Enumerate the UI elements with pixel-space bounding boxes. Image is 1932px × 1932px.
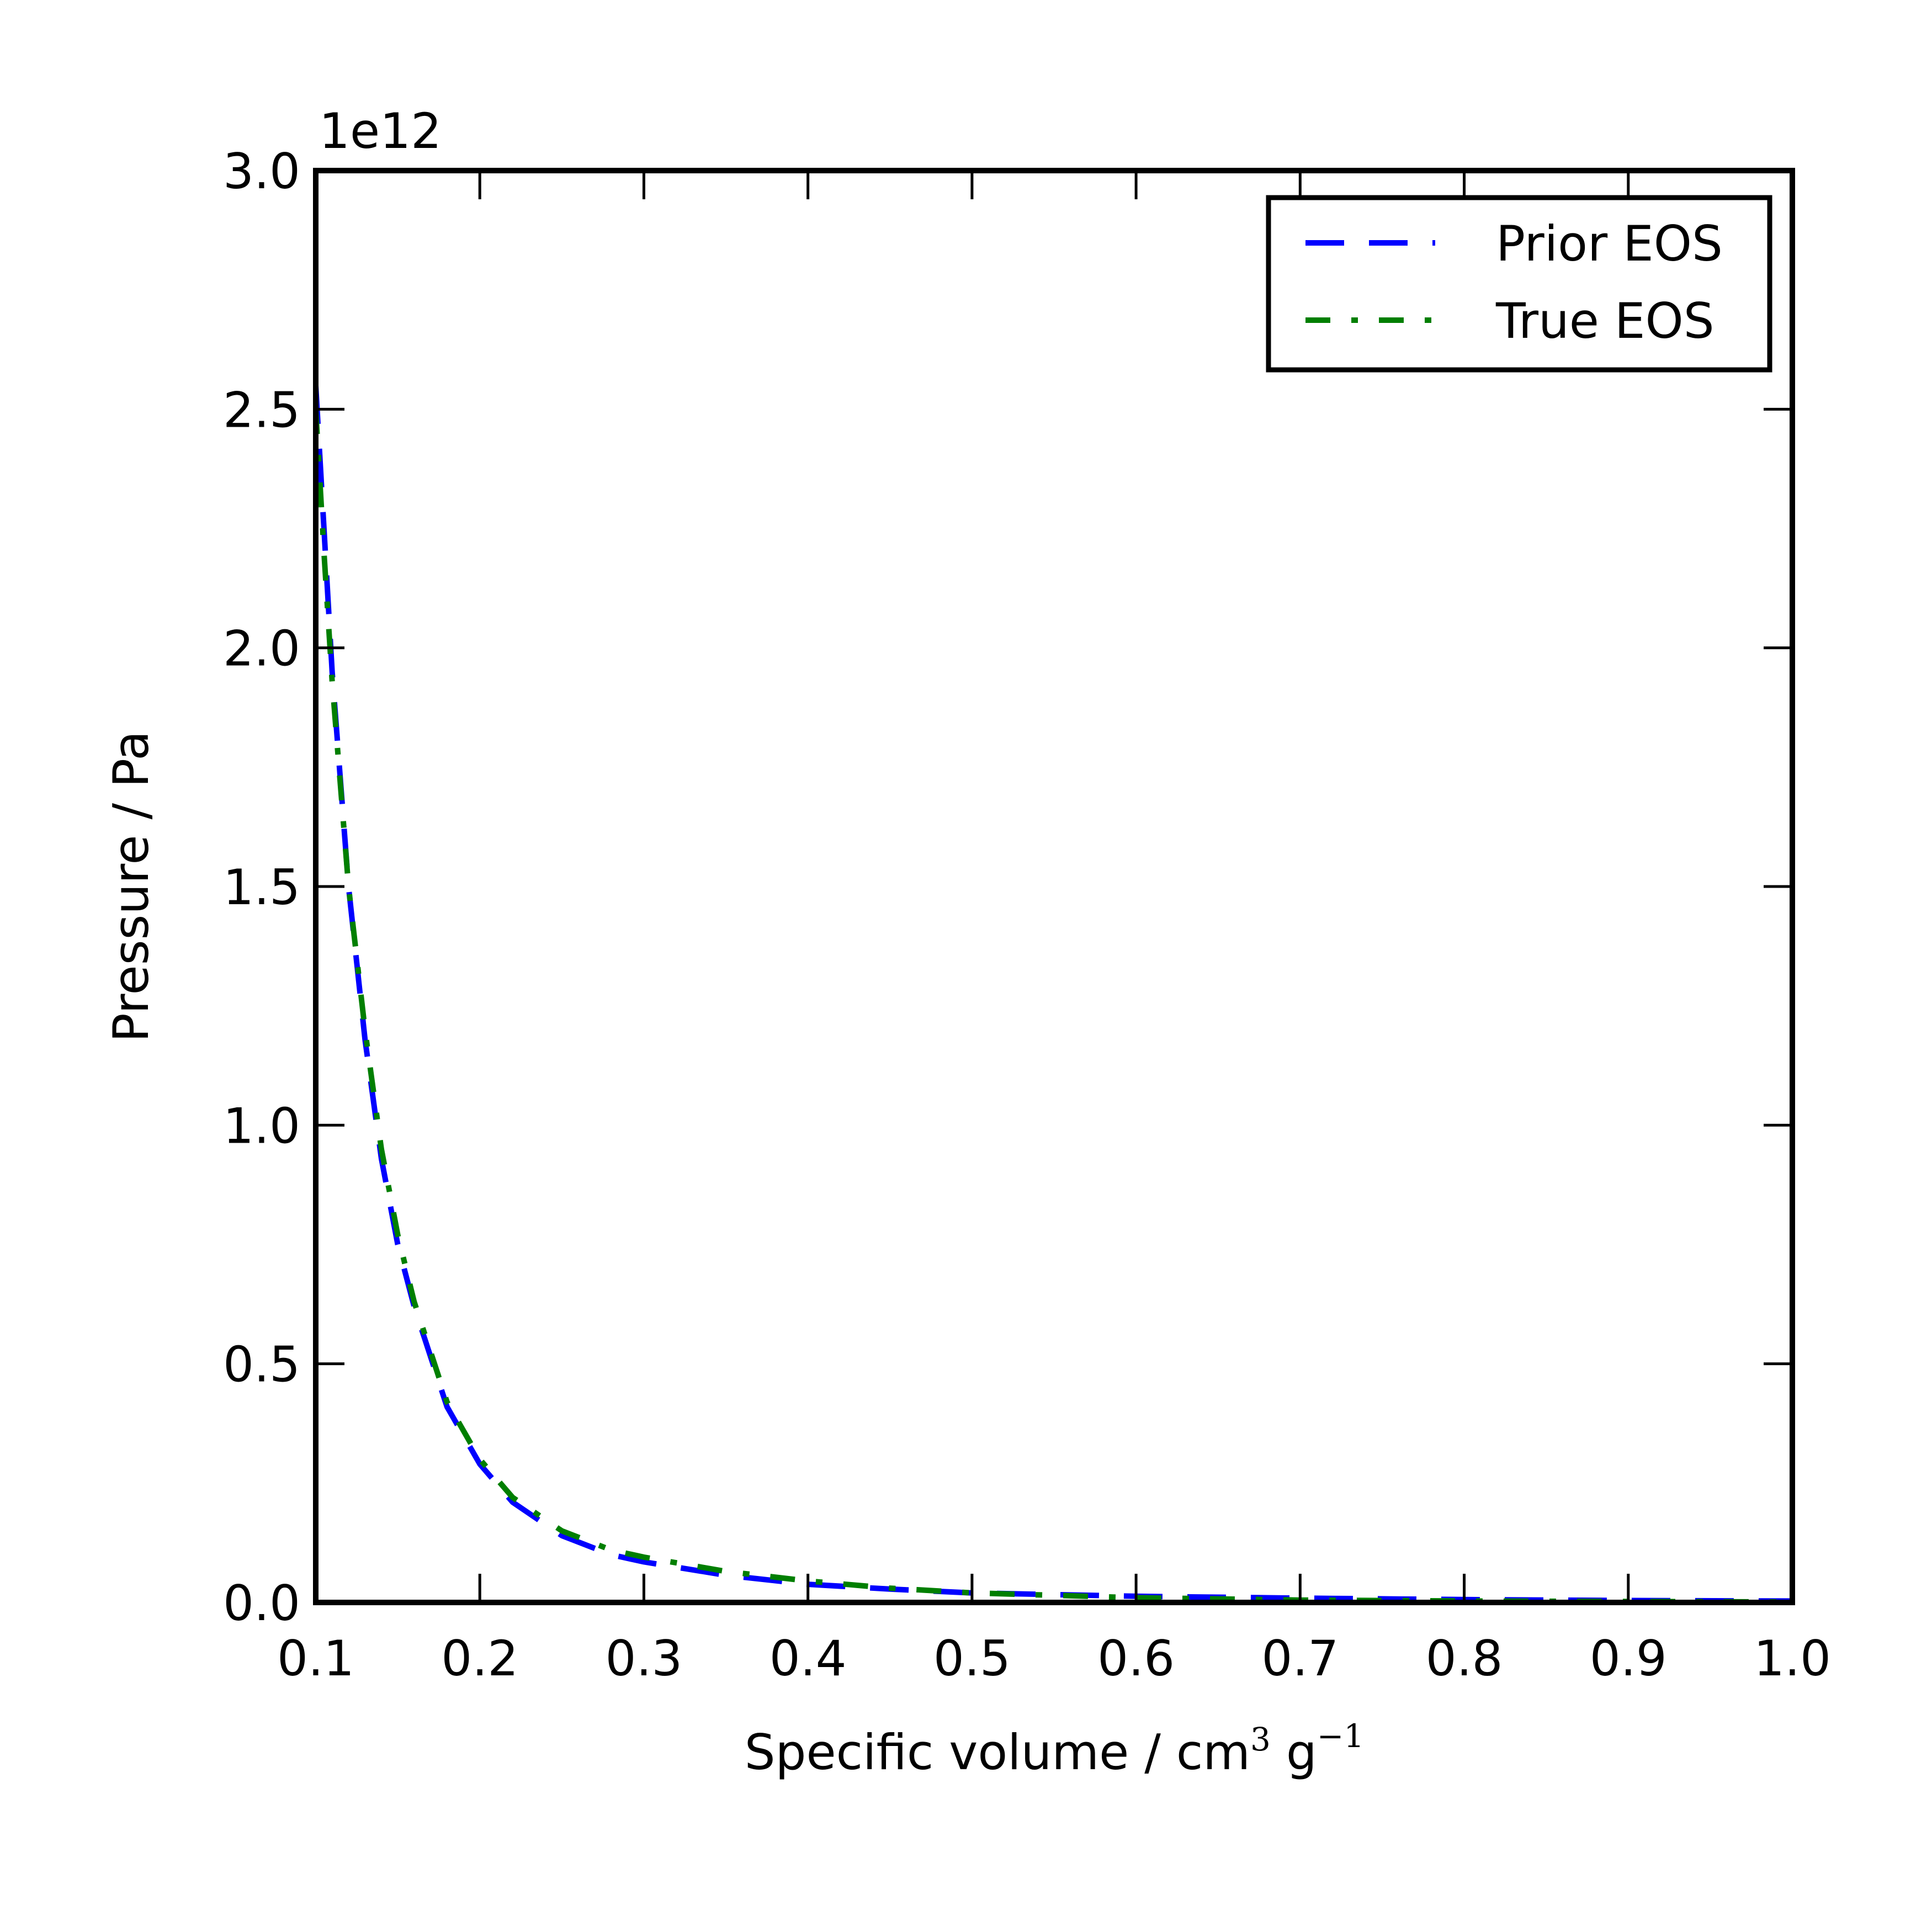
x-tick-label: 0.9 <box>1590 1630 1667 1687</box>
y-tick-label: 0.0 <box>223 1575 300 1632</box>
legend-label-true-eos: True EOS <box>1495 293 1715 349</box>
x-tick-label: 0.1 <box>277 1630 354 1687</box>
series-line-true-eos <box>313 409 1793 1605</box>
x-tick-label: 0.8 <box>1426 1630 1503 1687</box>
x-axis-label-main: Specific volume / cm <box>745 1724 1250 1781</box>
x-tick-label: 0.2 <box>441 1630 518 1687</box>
x-axis-label-mid: g <box>1271 1724 1317 1781</box>
y-axis-label: Pressure / Pa <box>103 731 160 1042</box>
y-tick-label: 0.5 <box>223 1336 300 1393</box>
x-tick-label: 0.5 <box>933 1630 1011 1687</box>
ticks-layer: 0.1 0.2 0.3 0.4 0.5 0.6 0.7 0.8 0.9 1.0 0.0 0.5 1.0 1… <box>223 143 1831 1687</box>
x-axis-label-sup1: 3 <box>1250 1721 1271 1758</box>
x-tick-label: 1.0 <box>1754 1630 1831 1687</box>
series-line-prior-eos <box>313 385 1793 1604</box>
y-tick-label: 2.0 <box>223 620 300 677</box>
x-axis-label-sup2: −1 <box>1317 1717 1365 1755</box>
y-tick-label: 1.0 <box>223 1097 300 1154</box>
x-tick-label: 0.6 <box>1097 1630 1175 1687</box>
legend-box <box>1266 195 1772 373</box>
y-offset-label: 1e12 <box>319 103 442 160</box>
y-tick-label: 3.0 <box>223 143 300 200</box>
x-tick-label: 0.4 <box>769 1630 847 1687</box>
legend: Prior EOS True EOS <box>1266 195 1772 373</box>
x-tick-label: 0.3 <box>605 1630 682 1687</box>
y-tick-label: 2.5 <box>223 381 300 438</box>
x-axis-label: Specific volume / cm3 g−1 <box>745 1717 1364 1781</box>
legend-label-prior-eos: Prior EOS <box>1496 215 1723 272</box>
series-layer <box>313 385 1793 1605</box>
plot-frame <box>313 168 1795 1605</box>
x-tick-label: 0.7 <box>1261 1630 1339 1687</box>
y-tick-label: 1.5 <box>223 859 300 916</box>
